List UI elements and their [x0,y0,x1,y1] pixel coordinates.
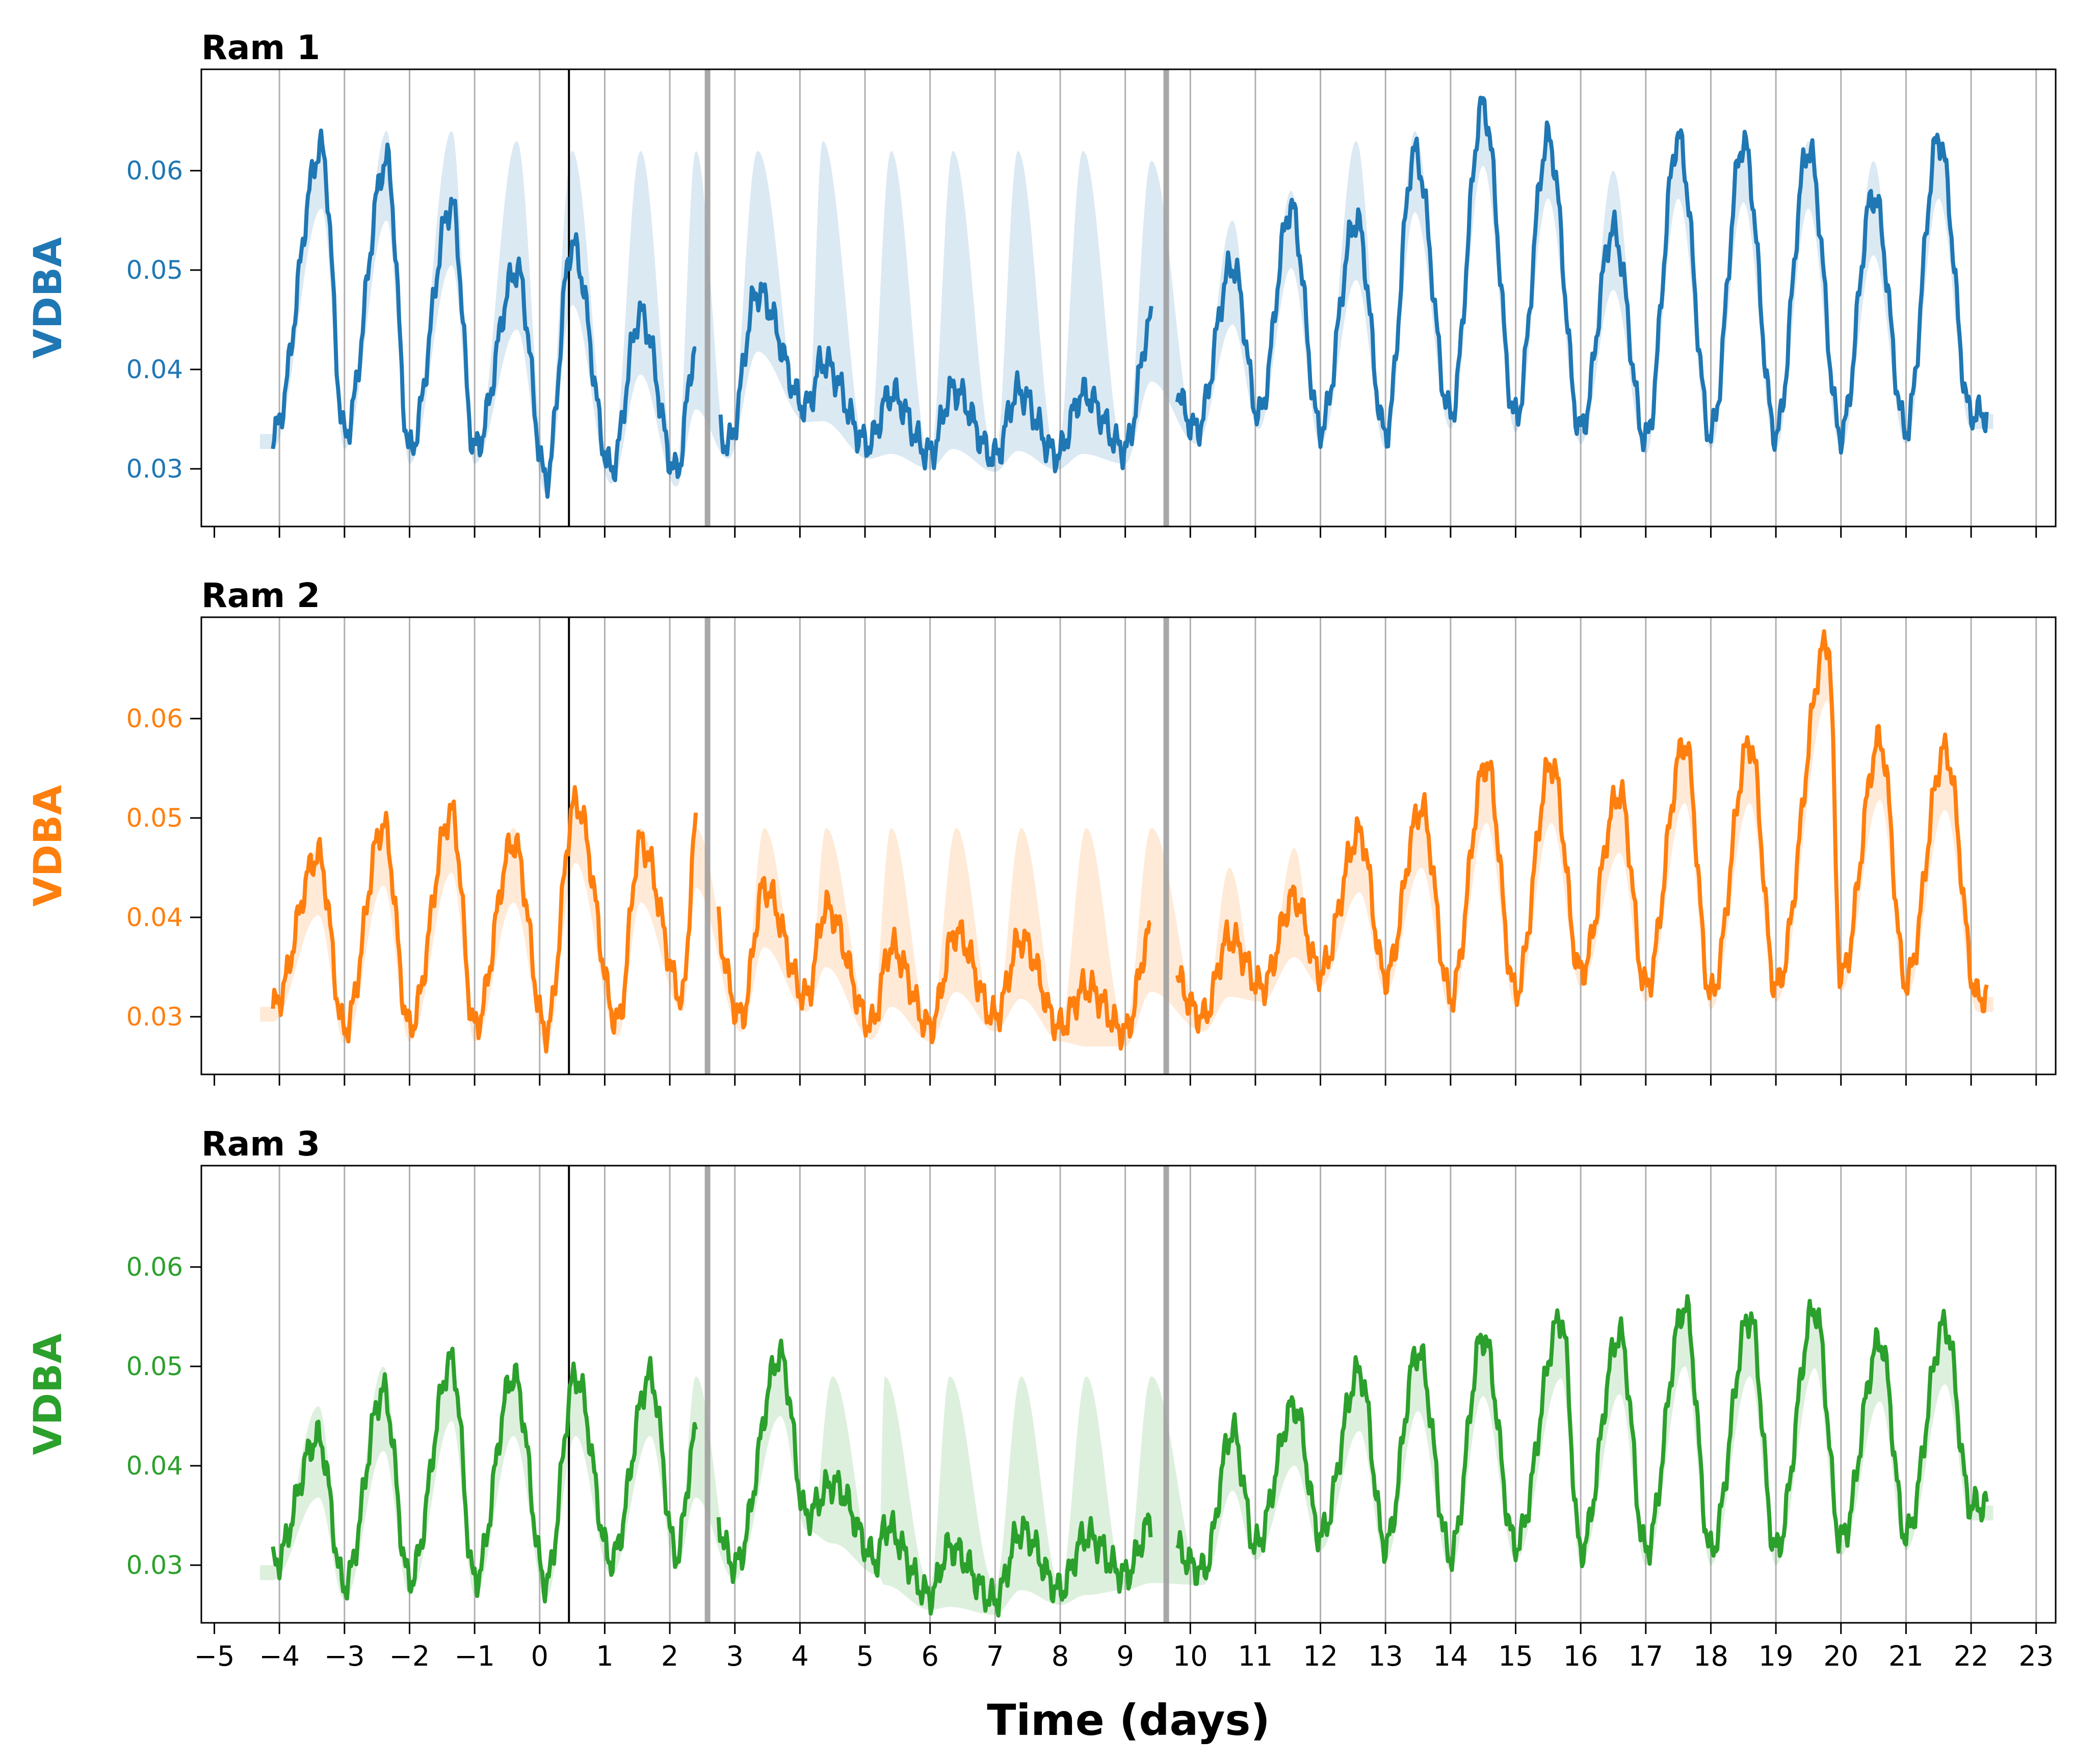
panel-ram-1: 0.03 0.04 0.05 0.06 Ram 1 VDBA [25,28,2057,538]
x-tick-label: −3 [324,1640,365,1672]
x-tick-label: 3 [726,1640,744,1672]
y-tick-label: 0.05 [126,1352,183,1381]
y-tick-label: 0.04 [126,903,183,932]
panel-ram-2: 0.03 0.04 0.05 0.06 Ram 2 VDBA [25,576,2057,1086]
plot-frame [200,1165,2057,1624]
x-tick-label: −2 [389,1640,430,1672]
y-tick-label: 0.06 [126,704,183,733]
vdba-line-segment [716,1338,1153,1618]
x-tick-label: 12 [1303,1640,1338,1672]
x-tick-label: 21 [1888,1640,1924,1672]
x-tick-label: 22 [1954,1640,1989,1672]
confidence-band [259,106,1993,494]
x-tick-label: 8 [1052,1640,1069,1672]
x-tick-label: 0 [531,1640,548,1672]
y-tick-label: 0.05 [126,803,183,833]
vdba-line-segment [271,128,697,499]
x-tick-label: 6 [921,1640,938,1672]
y-tick-label: 0.04 [126,355,183,384]
x-tick-label: 11 [1238,1640,1273,1672]
x-tick-label: 2 [661,1640,678,1672]
y-axis-label: VDBA [25,1333,70,1455]
x-tick-label: 10 [1173,1640,1208,1672]
x-tick-label: 9 [1116,1640,1134,1672]
plot-frame [200,68,2057,528]
x-tick-label: 17 [1628,1640,1663,1672]
vdba-line-segment [718,281,1153,473]
vdba-line-segment [271,785,698,1054]
panel-title: Ram 3 [201,1124,320,1164]
vdba-line-segment [716,876,1151,1051]
x-tick-label: 15 [1498,1640,1533,1672]
y-axis-label: VDBA [25,237,70,359]
x-tick-label: 23 [2018,1640,2054,1672]
y-tick-label: 0.03 [126,1550,183,1580]
y-tick-label: 0.05 [126,255,183,285]
y-tick-label: 0.03 [126,1002,183,1032]
vdba-line-segment [271,1347,698,1604]
x-tick-label: −4 [259,1640,300,1672]
x-tick-label: 19 [1759,1640,1794,1672]
vdba-line-segment [1175,629,1989,1034]
x-tick-label: 7 [986,1640,1004,1672]
panel-title: Ram 2 [201,576,320,615]
x-axis-label: Time (days) [987,1695,1270,1745]
panel-ram-3: 0.030.040.050.06−5 −4 −3 −2 −1 0 1 2 3 4 5 6 7 8 9 10 11… [25,1124,2057,1672]
x-tick-label: −1 [454,1640,495,1672]
y-tick-label: 0.03 [126,454,183,484]
vdba-line-segment [1175,95,1989,455]
x-tick-label: 18 [1693,1640,1728,1672]
x-tick-label: 5 [856,1640,874,1672]
vdba-line-segment [1175,1294,1989,1586]
x-tick-label: 13 [1368,1640,1403,1672]
x-tick-label: 14 [1433,1640,1468,1672]
x-tick-label: 16 [1563,1640,1598,1672]
panel-title: Ram 1 [201,28,320,67]
y-axis-label: VDBA [25,785,70,907]
y-tick-label: 0.04 [126,1451,183,1481]
x-tick-label: −5 [194,1640,235,1672]
plot-frame [200,616,2057,1075]
x-tick-label: 1 [596,1640,613,1672]
x-tick-label: 20 [1823,1640,1858,1672]
x-tick-label: 4 [791,1640,808,1672]
y-tick-label: 0.06 [126,156,183,186]
y-tick-label: 0.06 [126,1252,183,1282]
